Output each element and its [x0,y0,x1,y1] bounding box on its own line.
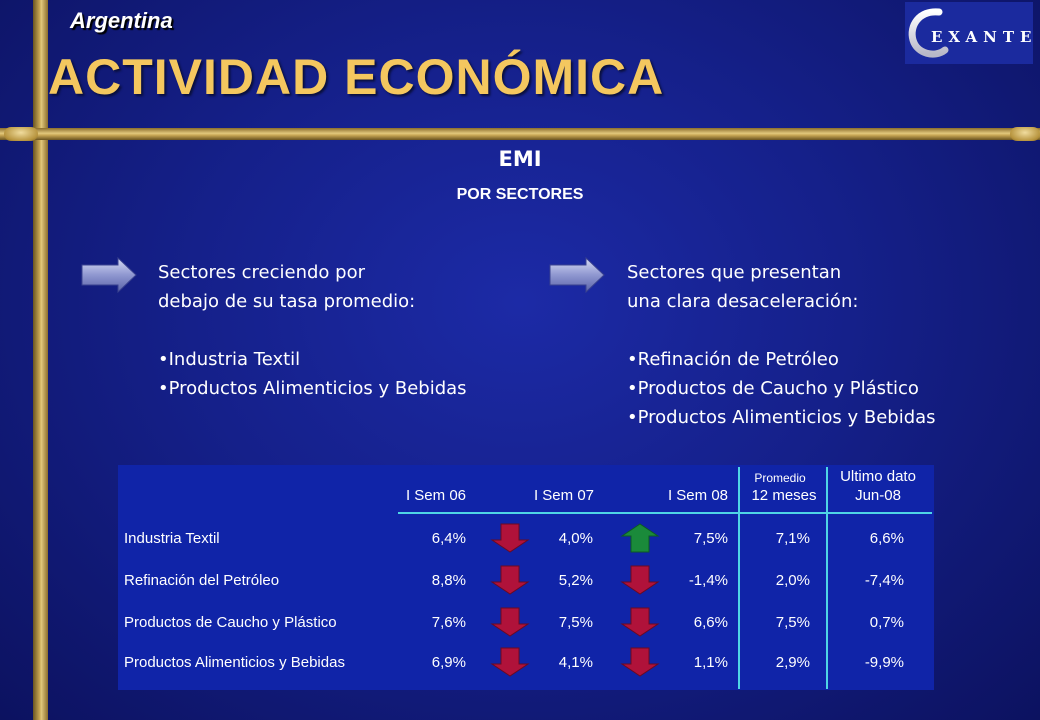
bar-end-right [1010,127,1040,141]
country-label: Argentina [70,8,173,33]
cell-sem07: 4,0% [558,530,593,547]
right-heading-line2: una clara desaceleración: [627,291,859,312]
header-sem08: I Sem 08 [667,487,728,504]
left-heading-line2: debajo de su tasa promedio: [158,291,416,312]
cell-promedio: 7,1% [775,530,810,547]
left-heading-line1: Sectores creciendo por [158,262,365,283]
cell-sem08: 7,5% [693,530,728,547]
cell-ultimo: 0,7% [869,614,904,631]
header-ultimo-top: Ultimo dato [840,468,916,485]
row-label: Refinación del Petróleo [124,572,280,589]
bar-end-left [4,127,38,141]
left-list-item: •Productos Alimenticios y Bebidas [158,378,467,399]
cell-sem06: 8,8% [431,572,466,589]
header-sem06: I Sem 06 [405,487,466,504]
left-list-item: •Industria Textil [158,349,301,370]
section-subtitle: POR SECTORES [456,186,584,203]
decorative-vertical-bar [33,0,48,720]
cell-ultimo: 6,6% [869,530,904,547]
cell-promedio: 2,0% [775,572,810,589]
trend-down-arrow-icon [490,607,530,637]
cell-sem08: 1,1% [693,654,728,671]
right-list-item: •Productos Alimenticios y Bebidas [627,407,936,428]
cell-sem08: 6,6% [693,614,728,631]
header-underline [398,512,932,514]
arrow-right-icon [549,257,605,293]
column-divider [738,467,740,689]
cell-sem07: 5,2% [558,572,593,589]
decorative-horizontal-bar [0,128,1040,140]
trend-down-arrow-icon [490,523,530,553]
sector-table: I Sem 06 I Sem 07 I Sem 08 Promedio 12 m… [118,465,934,690]
cell-sem06: 6,9% [431,654,466,671]
left-text-block: Sectores creciendo por debajo de su tasa… [158,258,467,403]
right-text-block: Sectores que presentan una clara desacel… [627,258,936,432]
trend-down-arrow-icon [490,647,530,677]
row-label: Productos de Caucho y Plástico [124,614,337,631]
row-label: Industria Textil [124,530,220,547]
cell-ultimo: -7,4% [864,572,904,589]
trend-up-arrow-icon [620,523,660,553]
slide-title: ACTIVIDAD ECONÓMICA [48,49,665,105]
header-sem07: I Sem 07 [533,487,594,504]
column-divider [826,467,828,689]
cell-sem07: 4,1% [558,654,593,671]
trend-down-arrow-icon [620,647,660,677]
cell-sem08: -1,4% [688,572,728,589]
cell-sem06: 7,6% [431,614,466,631]
cell-sem06: 6,4% [431,530,466,547]
section-title: EMI [498,147,542,171]
right-list-item: •Refinación de Petróleo [627,349,839,370]
cell-promedio: 7,5% [775,614,810,631]
header-promedio-bottom: 12 meses [751,487,817,504]
trend-down-arrow-icon [620,565,660,595]
right-list-item: •Productos de Caucho y Plástico [627,378,919,399]
arrow-right-icon [81,257,137,293]
cell-promedio: 2,9% [775,654,810,671]
svg-text:EXANTE: EXANTE [931,28,1033,46]
header-ultimo-bottom: Jun-08 [855,487,901,504]
cell-ultimo: -9,9% [864,654,904,671]
header-promedio-top: Promedio [754,471,806,485]
cell-sem07: 7,5% [558,614,593,631]
trend-down-arrow-icon [490,565,530,595]
right-heading-line1: Sectores que presentan [627,262,842,283]
row-label: Productos Alimenticios y Bebidas [124,654,345,671]
trend-down-arrow-icon [620,607,660,637]
exante-logo: EXANTE [905,2,1033,64]
